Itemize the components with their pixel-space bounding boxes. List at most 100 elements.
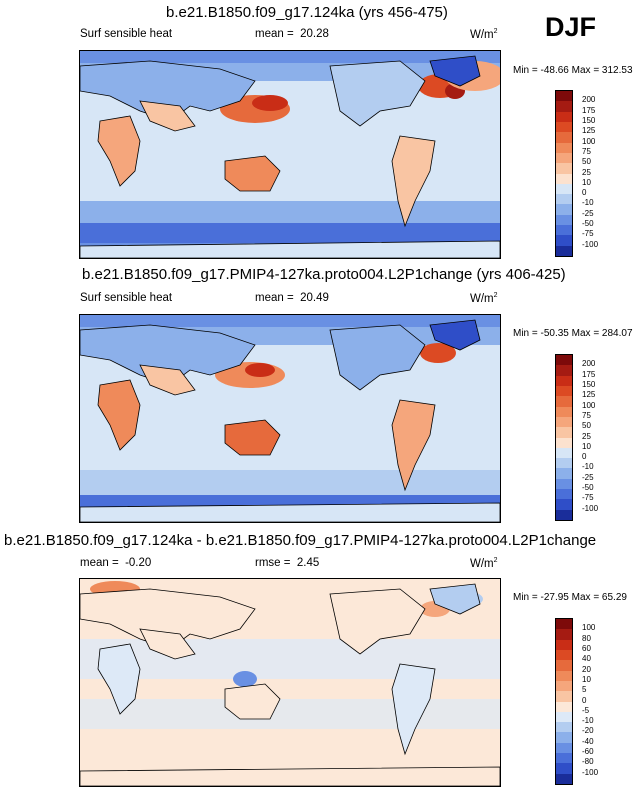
colorbar-swatch [556, 245, 572, 256]
panel-3-minmax: Min = -27.95 Max = 65.29 [513, 592, 627, 603]
colorbar-swatch [556, 763, 572, 774]
colorbar-tick-label: 25 [582, 431, 591, 441]
colorbar-swatch [556, 437, 572, 448]
colorbar-tick-label: 50 [582, 421, 591, 431]
colorbar-tick-label: 100 [582, 400, 596, 410]
colorbar-tick-label: 100 [582, 136, 596, 146]
colorbar-swatch [556, 385, 572, 397]
colorbar-tick-label: -50 [582, 219, 594, 229]
colorbar-tick-label: 60 [582, 643, 591, 653]
colorbar-tick-label: -75 [582, 229, 594, 239]
panel-3-rmse-label: rmse = [255, 557, 291, 569]
panel-1-mean: mean = 20.28 [255, 28, 329, 40]
colorbar-tick-label: -100 [582, 503, 599, 513]
colorbar-tick-label: -100 [582, 767, 599, 777]
colorbar-tick-label: 125 [582, 390, 596, 400]
colorbar-swatch [556, 732, 572, 743]
colorbar-tick-label: 100 [582, 623, 596, 633]
colorbar-tick-label: 0 [582, 695, 587, 705]
colorbar-swatch [556, 711, 572, 723]
panel-2-colorbar [555, 354, 573, 521]
colorbar-swatch [556, 639, 572, 650]
panel-1-mean-label: mean = [255, 28, 294, 40]
panel-3-mean-value: -0.20 [125, 557, 152, 569]
colorbar-tick-label: 200 [582, 95, 596, 105]
colorbar-tick-label: -20 [582, 726, 594, 736]
panel-3-units: W/m2 [470, 557, 498, 570]
colorbar-swatch [556, 742, 572, 754]
colorbar-swatch [556, 173, 572, 184]
colorbar-swatch [556, 91, 572, 102]
panel-3-mean: mean = -0.20 [80, 557, 151, 569]
panel-3-rmse: rmse = 2.45 [255, 557, 319, 569]
colorbar-swatch [556, 458, 572, 469]
panel-1-colorbar [555, 90, 573, 257]
panel-1-units-sup: 2 [493, 28, 498, 35]
panel-3-rmse-value: 2.45 [296, 557, 320, 569]
colorbar-tick-label: 10 [582, 441, 591, 451]
colorbar-swatch [556, 194, 572, 205]
panel-1-units: W/m2 [470, 28, 498, 41]
colorbar-swatch [556, 375, 572, 386]
colorbar-swatch [556, 396, 572, 407]
panel-2-units: W/m2 [470, 292, 498, 305]
colorbar-swatch [556, 427, 572, 438]
colorbar-tick-label: 150 [582, 379, 596, 389]
colorbar-tick-label: -10 [582, 462, 594, 472]
panel-1-variable: Surf sensible heat [80, 28, 173, 40]
colorbar-tick-label: -75 [582, 493, 594, 503]
colorbar-swatch [556, 680, 572, 692]
panel-1-minmax: Min = -48.66 Max = 312.53 [513, 65, 633, 76]
colorbar-swatch [556, 142, 572, 153]
colorbar-tick-label: 75 [582, 410, 591, 420]
colorbar-swatch [556, 416, 572, 428]
colorbar-tick-label: -25 [582, 208, 594, 218]
colorbar-swatch [556, 111, 572, 122]
colorbar-swatch [556, 365, 572, 376]
colorbar-tick-label: -60 [582, 747, 594, 757]
panel-3-mean-label: mean = [80, 557, 119, 569]
colorbar-tick-label: -5 [582, 705, 590, 715]
colorbar-swatch [556, 691, 572, 702]
colorbar-swatch [556, 235, 572, 246]
colorbar-swatch [556, 447, 572, 459]
panel-3-map [79, 578, 501, 787]
colorbar-tick-label: -100 [582, 239, 599, 249]
colorbar-swatch [556, 152, 572, 164]
colorbar-swatch [556, 660, 572, 671]
colorbar-swatch [556, 722, 572, 733]
panel-2-units-text: W/m [470, 292, 494, 305]
colorbar-swatch [556, 753, 572, 764]
colorbar-tick-label: -10 [582, 198, 594, 208]
colorbar-swatch [556, 406, 572, 417]
colorbar-tick-label: -50 [582, 483, 594, 493]
panel-2-map [79, 314, 501, 523]
world-map-1 [80, 51, 500, 258]
colorbar-tick-label: -80 [582, 757, 594, 767]
colorbar-tick-label: -40 [582, 736, 594, 746]
panel-2-mean-value: 20.49 [300, 292, 329, 304]
colorbar-swatch [556, 509, 572, 520]
colorbar-swatch [556, 204, 572, 215]
colorbar-tick-label: 175 [582, 369, 596, 379]
colorbar-swatch [556, 101, 572, 112]
panel-2-mean: mean = 20.49 [255, 292, 329, 304]
colorbar-tick-label: 75 [582, 146, 591, 156]
colorbar-swatch [556, 701, 572, 712]
colorbar-tick-label: 10 [582, 674, 591, 684]
colorbar-swatch [556, 478, 572, 490]
colorbar-swatch [556, 355, 572, 366]
world-map-3 [80, 581, 500, 786]
world-map-2 [80, 315, 500, 522]
panel-3-units-text: W/m [470, 557, 494, 570]
panel-1-title: b.e21.B1850.f09_g17.124ka (yrs 456-475) [166, 4, 448, 21]
colorbar-tick-label: 0 [582, 452, 587, 462]
colorbar-swatch [556, 121, 572, 133]
panel-2-units-sup: 2 [493, 292, 498, 299]
colorbar-tick-label: 125 [582, 126, 596, 136]
colorbar-tick-label: 25 [582, 167, 591, 177]
colorbar-tick-label: 40 [582, 654, 591, 664]
colorbar-tick-label: -25 [582, 472, 594, 482]
panel-3-title: b.e21.B1850.f09_g17.124ka - b.e21.B1850.… [4, 532, 597, 549]
colorbar-swatch [556, 468, 572, 479]
